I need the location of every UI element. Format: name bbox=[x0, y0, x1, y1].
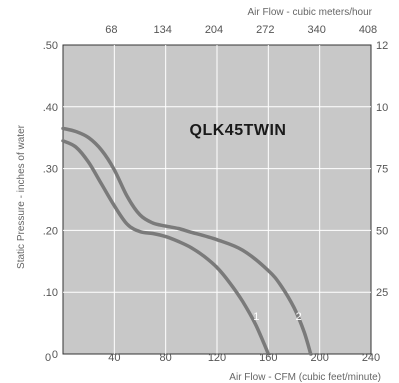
y-axis-ticks: .50 .40 .30 .20 .10 0 bbox=[43, 40, 58, 361]
y-tick-label: .10 bbox=[43, 287, 58, 299]
x2-axis-ticks: 68 134 204 272 340 408 bbox=[105, 24, 377, 36]
x-tick-label: 0 bbox=[45, 352, 51, 364]
chart-title: QLK45TWIN bbox=[190, 122, 287, 139]
x2-tick-label: 204 bbox=[205, 24, 223, 36]
x2-axis-title: Air Flow - cubic meters/hour bbox=[248, 7, 373, 18]
x2-tick-label: 272 bbox=[256, 24, 274, 36]
x-axis-title: Air Flow - CFM (cubic feet/minute) bbox=[229, 372, 381, 383]
y2-tick-label: 50 bbox=[376, 225, 388, 237]
y2-tick-label: 12 bbox=[376, 40, 388, 52]
y2-axis-ticks: 12 10 75 50 25 bbox=[376, 40, 388, 299]
y-axis-title: Static Pressure - inches of water bbox=[16, 124, 27, 269]
x-axis-ticks: 0 40 80 120 160 200 240 bbox=[45, 352, 380, 364]
performance-curves bbox=[61, 126, 313, 356]
y-tick-label: .20 bbox=[43, 225, 58, 237]
x2-tick-label: 408 bbox=[359, 24, 377, 36]
x2-tick-label: 340 bbox=[307, 24, 325, 36]
y-tick-label: 0 bbox=[52, 349, 58, 361]
series-line-2 bbox=[61, 126, 313, 356]
x-tick-label: 160 bbox=[259, 352, 277, 364]
y2-tick-label: 75 bbox=[376, 164, 388, 176]
x2-tick-label: 134 bbox=[153, 24, 171, 36]
y2-tick-label: 25 bbox=[376, 287, 388, 299]
y-tick-label: .30 bbox=[43, 164, 58, 176]
x-tick-label: 40 bbox=[108, 352, 120, 364]
y-tick-label: .40 bbox=[43, 102, 58, 114]
grid-lines bbox=[63, 45, 371, 354]
series-label-2: 2 bbox=[296, 311, 302, 323]
y2-tick-label: 10 bbox=[376, 102, 388, 114]
x-tick-label: 120 bbox=[208, 352, 226, 364]
series-line-1 bbox=[61, 139, 271, 356]
x2-tick-label: 68 bbox=[105, 24, 117, 36]
y-tick-label: .50 bbox=[43, 40, 58, 52]
x-tick-label: 80 bbox=[160, 352, 172, 364]
x-tick-label: 200 bbox=[310, 352, 328, 364]
x-tick-label: 240 bbox=[362, 352, 380, 364]
series-label-1: 1 bbox=[253, 311, 259, 323]
